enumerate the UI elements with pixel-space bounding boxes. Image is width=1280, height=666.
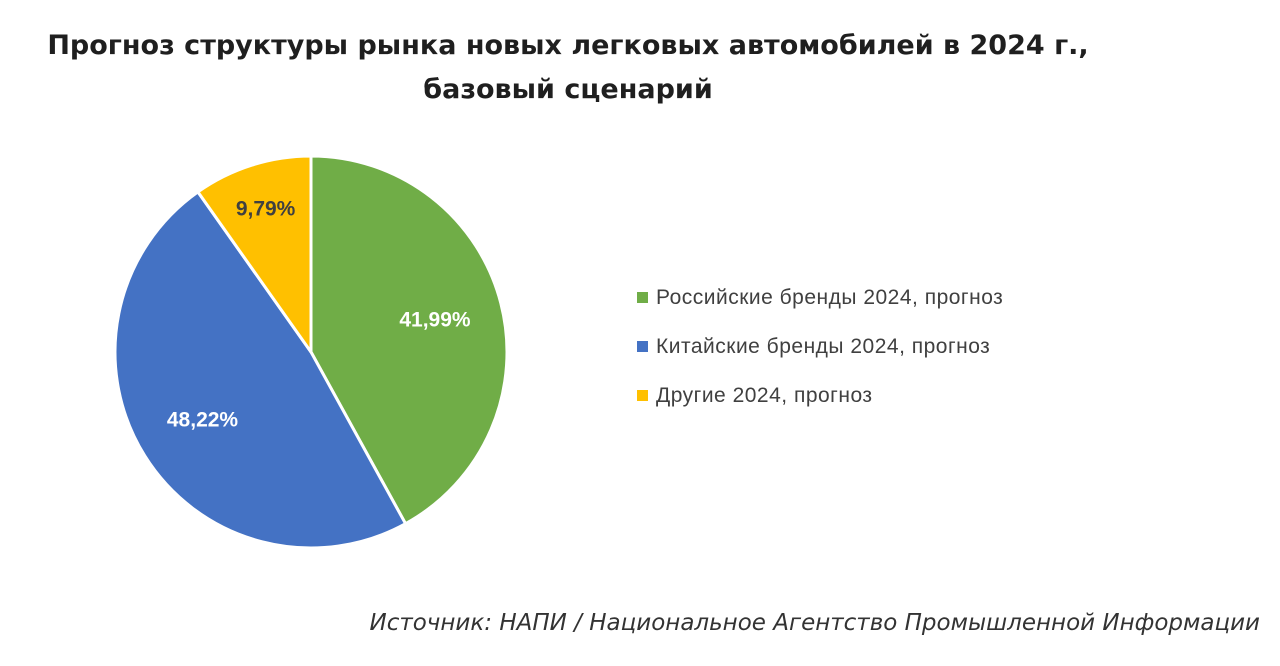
pie-slices: [113, 154, 509, 550]
legend-label-russian-brands: Российские бренды 2024, прогноз: [656, 285, 1004, 309]
pie-chart: 41,99% 48,22% 9,79%: [113, 154, 509, 550]
legend-swatch-chinese-brands: [637, 341, 648, 352]
pie-slice-label-chinese-brands: 48,22%: [167, 408, 239, 431]
legend-item-russian-brands[interactable]: Российские бренды 2024, прогноз: [637, 285, 1003, 310]
pie-slice-label-other: 9,79%: [236, 198, 296, 221]
pie-slice-russian-brands[interactable]: [309, 154, 509, 526]
legend-item-chinese-brands[interactable]: Китайские бренды 2024, прогноз: [637, 334, 1003, 359]
legend-item-other[interactable]: Другие 2024, прогноз: [637, 383, 1003, 408]
legend-label-other: Другие 2024, прогноз: [656, 383, 873, 407]
chart-title-line-2: базовый сценарий: [423, 74, 713, 105]
pie-slice-chinese-brands[interactable]: [113, 190, 408, 550]
legend-swatch-russian-brands: [637, 292, 648, 303]
legend-label-chinese-brands: Китайские бренды 2024, прогноз: [656, 334, 991, 358]
legend-swatch-other: [637, 390, 648, 401]
chart-legend: Российские бренды 2024, прогноз Китайски…: [637, 285, 1003, 432]
pie-slice-other[interactable]: [196, 154, 313, 354]
pie-slice-label-russian-brands: 41,99%: [399, 309, 471, 332]
chart-title-line-1: Прогноз структуры рынка новых легковых а…: [47, 30, 1089, 61]
chart-title: Прогноз структуры рынка новых легковых а…: [0, 24, 1136, 112]
source-note: Источник: НАПИ / Национальное Агентство …: [369, 610, 1260, 636]
pie-slice-labels: 41,99% 48,22% 9,79%: [167, 198, 471, 432]
